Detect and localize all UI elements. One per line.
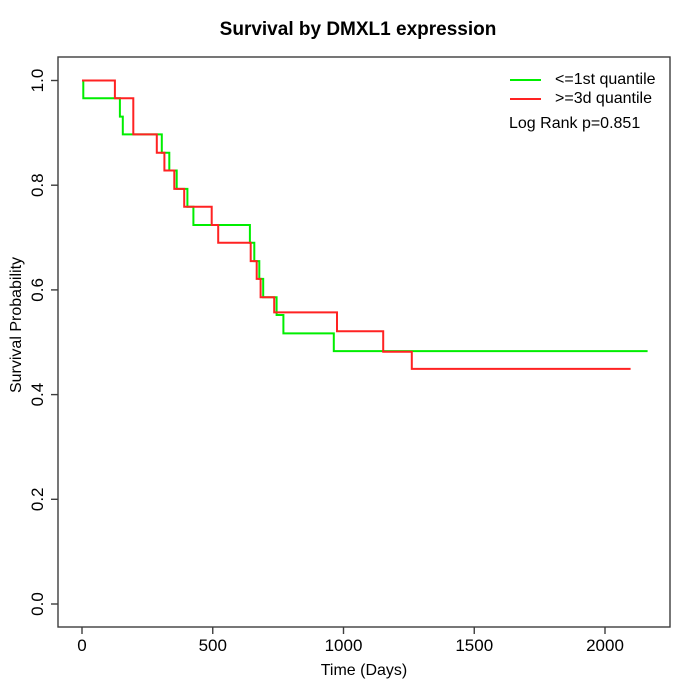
legend-label-low: <=1st quantile bbox=[555, 70, 656, 88]
y-axis-label: Survival Probability bbox=[8, 256, 25, 394]
legend-label-high: >=3d quantile bbox=[555, 89, 652, 107]
x-axis-tick-label: 0 bbox=[77, 636, 86, 655]
legend-item-high-expression: >=3d quantile bbox=[510, 89, 656, 108]
y-axis-tick-label: 0.2 bbox=[28, 487, 47, 511]
red-line-swatch bbox=[510, 97, 541, 100]
legend: <=1st quantile >=3d quantile Log Rank p=… bbox=[509, 70, 656, 133]
plot-border bbox=[57, 56, 671, 628]
x-axis-tick-label: 2000 bbox=[586, 636, 624, 655]
y-axis-tick-label: 0.0 bbox=[28, 592, 47, 616]
legend-item-low-expression: <=1st quantile bbox=[510, 70, 656, 89]
y-axis-tick-label: 0.4 bbox=[28, 383, 47, 407]
green-line-swatch bbox=[510, 78, 541, 81]
chart-title: Survival by DMXL1 expression bbox=[219, 19, 497, 40]
x-axis-tick-label: 500 bbox=[199, 636, 227, 655]
x-axis-label: Time (Days) bbox=[320, 662, 408, 679]
y-axis-tick-label: 1.0 bbox=[28, 69, 47, 93]
survival-curve-high-quantile bbox=[82, 79, 631, 370]
y-axis-tick-label: 0.6 bbox=[28, 278, 47, 302]
x-axis-tick-label: 1000 bbox=[325, 636, 363, 655]
log-rank-pvalue: Log Rank p=0.851 bbox=[509, 115, 641, 132]
y-axis-tick-label: 0.8 bbox=[28, 173, 47, 197]
x-axis-tick-label: 1500 bbox=[455, 636, 493, 655]
